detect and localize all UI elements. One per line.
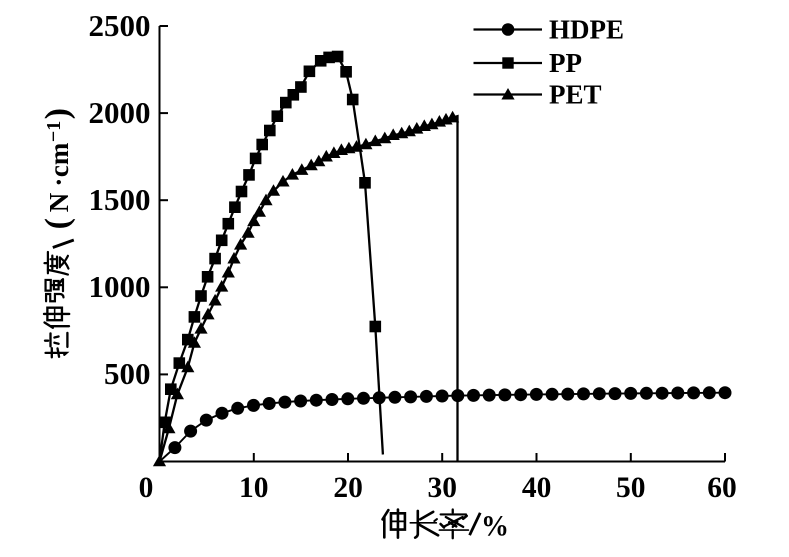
svg-text:cm: cm — [44, 142, 74, 177]
svg-text:N: N — [44, 192, 74, 212]
svg-text:0: 0 — [139, 472, 154, 504]
svg-text:500: 500 — [104, 356, 151, 391]
svg-text:PET: PET — [549, 80, 602, 110]
svg-text:20: 20 — [333, 472, 363, 504]
svg-text:60: 60 — [707, 472, 737, 504]
svg-text:2500: 2500 — [89, 8, 151, 43]
svg-text:50: 50 — [616, 472, 646, 504]
svg-text:PP: PP — [549, 48, 582, 78]
svg-text:HDPE: HDPE — [549, 15, 624, 45]
svg-text:1000: 1000 — [89, 269, 151, 304]
svg-text:·: · — [44, 178, 74, 187]
svg-text:40: 40 — [522, 472, 552, 504]
svg-text:): ) — [39, 108, 76, 119]
svg-text:(: ( — [39, 218, 76, 229]
svg-text:10: 10 — [239, 472, 269, 504]
svg-text:−1: −1 — [43, 121, 65, 142]
svg-text:%: % — [481, 510, 509, 543]
svg-text:2000: 2000 — [89, 95, 151, 130]
svg-text:30: 30 — [428, 472, 458, 504]
svg-text:1500: 1500 — [89, 182, 151, 217]
